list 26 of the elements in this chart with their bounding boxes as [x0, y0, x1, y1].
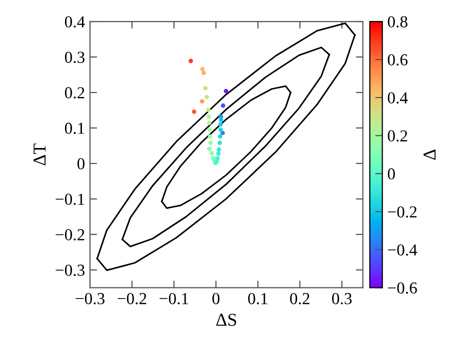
- color-bar-label: 0.4: [388, 92, 408, 104]
- color-bar-label: 0.6: [388, 54, 408, 66]
- y-axis-title: ΔT: [34, 144, 46, 166]
- color-bar-label: 0.2: [388, 130, 408, 142]
- x-tick-label: 0.2: [290, 293, 310, 304]
- y-tick-label: −0.3: [56, 264, 85, 276]
- x-tick-label: 0.1: [248, 293, 268, 304]
- y-tick-label: 0.3: [64, 52, 85, 64]
- color-bar-label: −0.6: [388, 282, 417, 294]
- color-bar-label: −0.2: [388, 206, 417, 218]
- y-tick-label: 0.1: [64, 122, 84, 134]
- x-tick-label: −0.1: [160, 293, 188, 304]
- y-tick-label: 0.2: [64, 87, 84, 99]
- y-tick-label: 0.4: [64, 16, 85, 28]
- color-bar-label: 0.8: [388, 16, 408, 28]
- x-tick-label: 0: [212, 293, 220, 304]
- y-tick-label: 0: [77, 158, 85, 170]
- color-bar-label: 0: [388, 168, 395, 180]
- x-axis-title: ΔS: [216, 314, 236, 326]
- x-tick-label: 0.3: [332, 293, 352, 304]
- y-tick-label: −0.1: [56, 194, 84, 205]
- color-bar-title: Δ: [424, 149, 436, 160]
- color-bar-label: −0.4: [388, 244, 418, 256]
- x-tick-label: −0.2: [118, 293, 146, 304]
- x-tick-label: −0.3: [76, 293, 104, 304]
- y-tick-label: −0.2: [56, 229, 84, 240]
